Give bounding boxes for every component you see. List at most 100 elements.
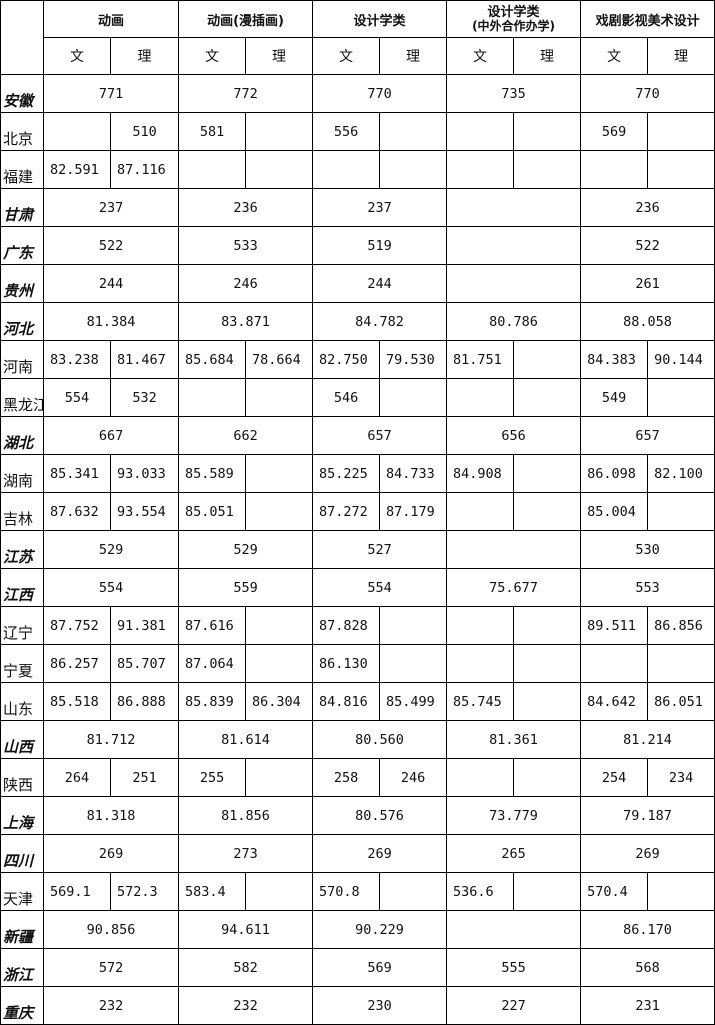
score-cell bbox=[446, 606, 515, 645]
score-cell bbox=[446, 226, 582, 265]
major-name: 设计学类 bbox=[353, 13, 406, 29]
score-cell: 536.6 bbox=[446, 872, 515, 911]
table-row: 山西 81.712 81.614 80.560 81.361 81.214 bbox=[0, 720, 715, 759]
score-cell bbox=[513, 378, 582, 417]
score-cell bbox=[580, 644, 649, 683]
score-cell: 82.100 bbox=[647, 454, 715, 493]
score-cell: 269 bbox=[312, 834, 448, 873]
score-cell: 519 bbox=[312, 226, 448, 265]
score-cell: 237 bbox=[312, 188, 448, 227]
score-cell bbox=[446, 530, 582, 569]
score-cell: 770 bbox=[312, 74, 448, 113]
score-cell bbox=[245, 454, 314, 493]
table-row: 吉林 87.632 93.554 85.051 87.272 87.179 85.004 bbox=[0, 492, 715, 531]
stream-header-arts: 文 bbox=[43, 37, 111, 75]
score-cell: 86.888 bbox=[109, 682, 180, 721]
score-cell bbox=[446, 644, 515, 683]
stream-header-arts: 文 bbox=[312, 37, 381, 75]
score-cell: 85.518 bbox=[43, 682, 111, 721]
score-cell: 527 bbox=[312, 530, 448, 569]
table-row: 辽宁 87.752 91.381 87.616 87.828 89.511 86.856 bbox=[0, 606, 715, 645]
score-cell: 554 bbox=[42, 568, 180, 607]
score-cell bbox=[446, 188, 582, 227]
table-row: 安徽 771 772 770 735 770 bbox=[0, 74, 715, 113]
score-cell bbox=[647, 644, 715, 683]
score-cell bbox=[446, 910, 582, 949]
score-cell: 581 bbox=[178, 112, 247, 151]
major-subtitle: (中外合作办学) bbox=[472, 19, 556, 33]
major-header: 设计学类 bbox=[312, 0, 448, 38]
score-cell: 85.341 bbox=[43, 454, 111, 493]
score-cell: 230 bbox=[312, 986, 448, 1025]
table-row: 贵州 244 246 244 261 bbox=[0, 264, 715, 303]
score-cell: 81.361 bbox=[446, 720, 582, 759]
score-cell bbox=[379, 112, 448, 151]
score-cell: 93.554 bbox=[109, 492, 180, 531]
score-cell bbox=[647, 378, 715, 417]
score-cell: 90.229 bbox=[312, 910, 448, 949]
score-cell: 258 bbox=[312, 758, 381, 797]
score-cell bbox=[43, 112, 111, 151]
score-cell: 529 bbox=[178, 530, 314, 569]
score-cell: 73.779 bbox=[446, 796, 582, 835]
score-cell bbox=[513, 606, 582, 645]
score-cell: 85.225 bbox=[312, 454, 381, 493]
score-cell: 81.318 bbox=[42, 796, 180, 835]
province-cell: 四川 bbox=[0, 834, 44, 873]
major-header: 戏剧影视美术设计 bbox=[580, 0, 715, 38]
score-cell: 85.839 bbox=[178, 682, 247, 721]
score-cell: 81.384 bbox=[42, 302, 180, 341]
score-cell bbox=[245, 758, 314, 797]
score-cell bbox=[379, 606, 448, 645]
score-cell bbox=[513, 340, 582, 379]
score-cell bbox=[446, 492, 515, 531]
score-cell: 232 bbox=[178, 986, 314, 1025]
major-name: 设计学类 bbox=[487, 5, 540, 20]
score-cell: 86.257 bbox=[43, 644, 111, 683]
score-cell: 80.560 bbox=[312, 720, 448, 759]
score-cell: 78.664 bbox=[245, 340, 314, 379]
score-cell: 251 bbox=[109, 758, 180, 797]
table-row: 福建 82.591 87.116 bbox=[0, 150, 715, 189]
table-row: 河北 81.384 83.871 84.782 80.786 88.058 bbox=[0, 302, 715, 341]
score-cell bbox=[245, 606, 314, 645]
score-cell: 572.3 bbox=[109, 872, 180, 911]
score-cell bbox=[245, 644, 314, 683]
score-cell: 86.304 bbox=[245, 682, 314, 721]
score-cell: 232 bbox=[42, 986, 180, 1025]
province-cell: 浙江 bbox=[0, 948, 44, 987]
table-row: 浙江 572 582 569 555 568 bbox=[0, 948, 715, 987]
score-cell: 87.116 bbox=[109, 150, 180, 189]
score-cell: 255 bbox=[178, 758, 247, 797]
score-cell: 667 bbox=[42, 416, 180, 455]
table-header: 动画 动画(漫插画) 设计学类 设计学类 (中外合作办学) 戏剧影视美术设计文理文理文理文… bbox=[0, 0, 715, 75]
score-cell: 657 bbox=[580, 416, 715, 455]
table-row: 江西 554 559 554 75.677 553 bbox=[0, 568, 715, 607]
score-cell: 90.144 bbox=[647, 340, 715, 379]
province-cell: 江西 bbox=[0, 568, 44, 607]
score-cell: 530 bbox=[580, 530, 715, 569]
province-cell: 贵州 bbox=[0, 264, 44, 303]
score-cell bbox=[513, 492, 582, 531]
table-row: 广东 522 533 519 522 bbox=[0, 226, 715, 265]
score-cell: 532 bbox=[109, 378, 180, 417]
score-cell: 772 bbox=[178, 74, 314, 113]
score-cell: 84.642 bbox=[580, 682, 649, 721]
score-cell: 522 bbox=[580, 226, 715, 265]
score-cell: 86.856 bbox=[647, 606, 715, 645]
score-cell: 735 bbox=[446, 74, 582, 113]
score-cell: 656 bbox=[446, 416, 582, 455]
score-cell bbox=[513, 872, 582, 911]
score-cell: 582 bbox=[178, 948, 314, 987]
score-cell: 657 bbox=[312, 416, 448, 455]
province-cell: 河北 bbox=[0, 302, 44, 341]
table-row: 江苏 529 529 527 530 bbox=[0, 530, 715, 569]
score-cell: 85.745 bbox=[446, 682, 515, 721]
score-cell: 533 bbox=[178, 226, 314, 265]
score-cell: 85.004 bbox=[580, 492, 649, 531]
table-row: 上海 81.318 81.856 80.576 73.779 79.187 bbox=[0, 796, 715, 835]
score-cell: 570.4 bbox=[580, 872, 649, 911]
score-cell: 549 bbox=[580, 378, 649, 417]
province-cell: 吉林 bbox=[0, 492, 44, 531]
score-cell: 94.611 bbox=[178, 910, 314, 949]
